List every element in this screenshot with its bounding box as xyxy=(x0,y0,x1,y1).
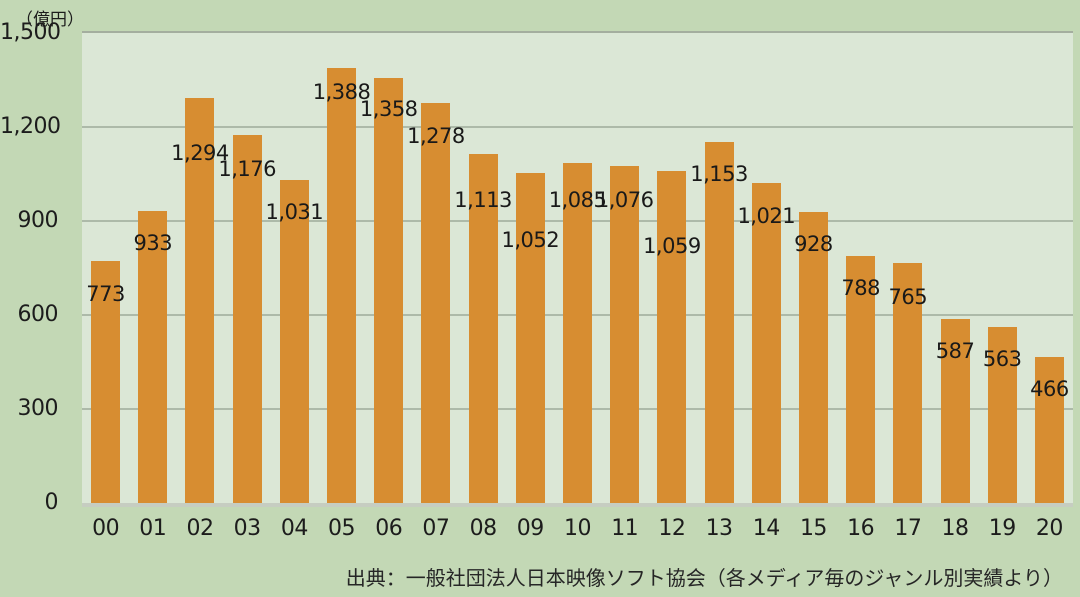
bar xyxy=(987,326,1017,503)
gridline-top xyxy=(82,31,1073,34)
x-axis-tick-label: 18 xyxy=(941,516,970,541)
bar-value-label: 1,021 xyxy=(737,204,796,229)
y-axis-tick-label: 1,500 xyxy=(0,20,61,45)
x-axis-baseline xyxy=(82,503,1073,507)
bar-value-label: 928 xyxy=(794,232,833,257)
x-axis-tick-label: 05 xyxy=(328,516,356,541)
bar xyxy=(279,179,309,503)
bar-value-label: 773 xyxy=(86,281,125,306)
x-axis-tick-label: 14 xyxy=(752,516,781,541)
x-axis-tick-label: 11 xyxy=(611,516,639,541)
bar xyxy=(563,163,592,503)
bar-value-label: 1,052 xyxy=(501,228,560,253)
bar xyxy=(798,212,828,503)
bar-value-label: 765 xyxy=(888,285,928,310)
x-axis-tick-label: 07 xyxy=(422,516,450,541)
x-axis-tick-label: 13 xyxy=(705,516,734,541)
y-axis-unit-label: （億円） xyxy=(16,10,84,30)
bar xyxy=(327,68,357,503)
x-axis-tick-label: 19 xyxy=(988,516,1017,541)
bar-value-label: 1,176 xyxy=(218,156,276,181)
bar-value-label: 1,278 xyxy=(407,123,465,148)
y-axis-tick-label: 600 xyxy=(17,302,59,327)
bar-value-label: 788 xyxy=(841,276,880,301)
x-axis-tick-label: 16 xyxy=(847,516,875,541)
bar xyxy=(704,141,734,503)
x-axis-tick-label: 03 xyxy=(233,516,262,541)
bar-value-label: 1,031 xyxy=(265,199,324,224)
bar xyxy=(940,319,970,503)
bar xyxy=(893,263,923,503)
y-axis-tick-label: 0 xyxy=(44,490,59,515)
bar-value-label: 1,076 xyxy=(595,187,654,212)
bar-value-label: 1,388 xyxy=(312,80,371,105)
x-axis-tick-label: 06 xyxy=(375,516,403,541)
bar-value-label: 587 xyxy=(935,339,975,364)
y-axis-tick-label: 900 xyxy=(17,208,59,233)
y-axis-tick-label: 300 xyxy=(17,396,59,421)
bar xyxy=(468,154,498,503)
bar xyxy=(138,210,168,503)
plot-area xyxy=(82,33,1073,503)
x-axis-tick-label: 09 xyxy=(516,516,545,541)
bar xyxy=(232,134,262,503)
bar-value-label: 1,059 xyxy=(643,234,701,259)
bar xyxy=(185,97,215,503)
bar-value-label: 1,153 xyxy=(690,161,748,186)
bar xyxy=(751,183,781,503)
x-axis-tick-label: 01 xyxy=(139,516,167,541)
x-axis-tick-label: 12 xyxy=(658,516,686,541)
bar xyxy=(91,260,121,503)
bar xyxy=(610,165,640,503)
bar-value-label: 563 xyxy=(982,346,1022,371)
bar xyxy=(846,256,876,503)
bar xyxy=(657,171,687,503)
bar-value-label: 1,358 xyxy=(359,97,418,122)
bar-value-label: 1,085 xyxy=(548,188,607,213)
bar xyxy=(515,173,545,503)
y-axis-tick-label: 1,200 xyxy=(0,114,61,139)
x-axis-tick-label: 15 xyxy=(799,516,828,541)
bar xyxy=(421,102,451,503)
bar-value-label: 933 xyxy=(133,230,173,255)
x-axis-tick-label: 08 xyxy=(469,516,498,541)
bar xyxy=(1034,357,1064,503)
x-axis-tick-label: 04 xyxy=(280,516,309,541)
bar xyxy=(374,77,404,503)
bar-value-label: 1,294 xyxy=(171,140,229,165)
source-note: 出典：一般社団法人日本映像ソフト協会（各メディア毎のジャンル別実績より） xyxy=(345,566,1063,590)
bar-value-label: 466 xyxy=(1030,376,1069,401)
gridline xyxy=(82,126,1073,128)
x-axis-tick-label: 00 xyxy=(92,516,120,541)
x-axis-tick-label: 20 xyxy=(1035,516,1064,541)
bar-value-label: 1,113 xyxy=(454,188,512,213)
x-axis-tick-label: 10 xyxy=(564,516,592,541)
x-axis-tick-label: 02 xyxy=(186,516,214,541)
x-axis-tick-label: 17 xyxy=(894,516,922,541)
